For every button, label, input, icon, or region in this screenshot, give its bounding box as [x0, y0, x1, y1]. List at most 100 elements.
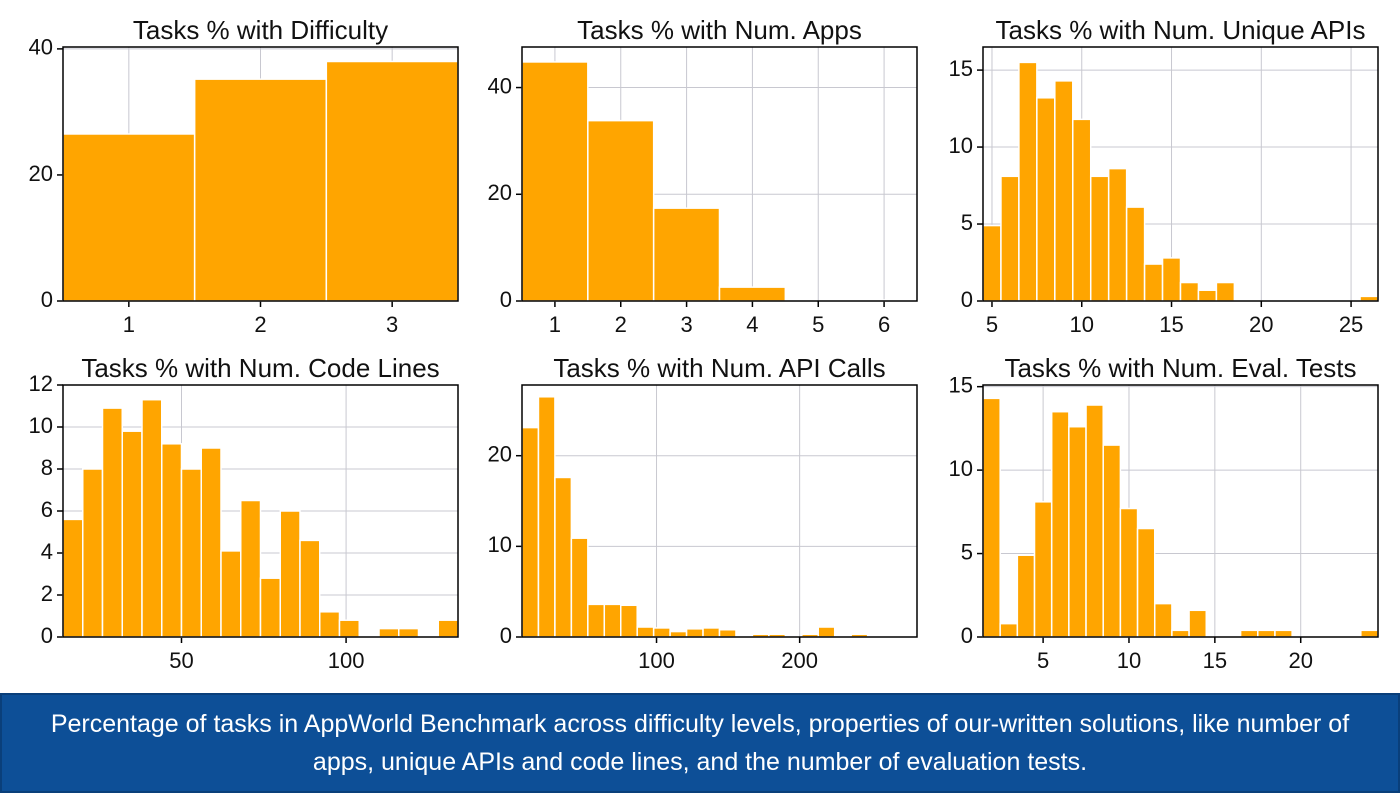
bar: [1000, 175, 1020, 302]
bar: [101, 407, 123, 638]
bar: [141, 398, 163, 638]
x-tick-label: 20: [1249, 312, 1273, 337]
bar: [1125, 206, 1146, 302]
bar: [702, 627, 721, 638]
y-tick-label: 40: [488, 73, 512, 98]
y-tick-label: 40: [29, 35, 53, 60]
bar: [1179, 281, 1200, 302]
subplot: Tasks % with Difficulty 1 2 3 0 20 40: [29, 15, 459, 337]
caption: Percentage of tasks in AppWorld Benchmar…: [50, 710, 1350, 776]
x-tick-label: 200: [781, 648, 818, 673]
bar: [1102, 444, 1122, 638]
chart-title: Tasks % with Num. Code Lines: [81, 353, 439, 383]
chart-title: Tasks % with Num. Unique APIs: [996, 15, 1366, 45]
y-tick-label: 0: [500, 623, 512, 648]
bar: [299, 539, 321, 638]
bar: [161, 443, 183, 638]
y-tick-label: 10: [488, 532, 512, 557]
bar: [1016, 554, 1036, 638]
x-tick-label: 3: [680, 312, 692, 337]
x-tick-label: 100: [328, 648, 365, 673]
x-tick-label: 6: [878, 312, 890, 337]
bar: [1360, 629, 1379, 638]
bar: [1119, 507, 1139, 638]
bar: [398, 627, 420, 638]
chart-title: Tasks % with Num. API Calls: [553, 353, 885, 383]
y-tick-label: 0: [41, 623, 53, 648]
bar: [220, 550, 242, 638]
bar: [1089, 175, 1110, 302]
bar: [1107, 167, 1128, 302]
axes-frame: [982, 384, 1379, 638]
x-tick-label: 20: [1288, 648, 1312, 673]
bar: [180, 468, 202, 638]
bar: [1072, 118, 1092, 302]
bar: [1143, 263, 1164, 302]
subplot: Tasks % with Num. API Calls 100 200 0 10 20: [488, 353, 918, 673]
x-tick-label: 5: [812, 312, 824, 337]
x-tick-label: 10: [1070, 312, 1094, 337]
caption-bar: Percentage of tasks in AppWorld Benchmar…: [0, 693, 1400, 793]
bar: [1188, 609, 1208, 638]
x-tick-label: 15: [1159, 312, 1183, 337]
x-tick-label: 15: [1203, 648, 1227, 673]
x-tick-label: 50: [169, 648, 193, 673]
bar: [669, 630, 688, 638]
bar: [1050, 410, 1070, 638]
bar: [121, 430, 143, 638]
axes-frame: [521, 384, 918, 638]
x-tick-label: 2: [254, 312, 266, 337]
bar: [1085, 404, 1104, 638]
bar: [193, 78, 328, 302]
y-tick-label: 5: [961, 210, 973, 235]
x-tick-label: 5: [986, 312, 998, 337]
bar: [259, 577, 281, 638]
subplot: Tasks % with Num. Code Lines 50 100 0 2 4 6 8 10…: [29, 353, 459, 673]
y-tick-label: 20: [488, 180, 512, 205]
bar: [1239, 629, 1259, 638]
x-tick-label: 5: [1037, 648, 1049, 673]
bar: [82, 468, 104, 638]
axes-frame: [521, 46, 918, 302]
y-tick-label: 20: [488, 442, 512, 467]
bar: [982, 397, 1001, 638]
bar: [982, 224, 1002, 302]
y-tick-label: 4: [41, 539, 53, 564]
y-tick-label: 12: [29, 371, 53, 396]
bar: [718, 628, 737, 638]
bar: [587, 119, 655, 302]
x-tick-label: 4: [746, 312, 758, 337]
y-tick-label: 10: [29, 413, 53, 438]
chart-title: Tasks % with Num. Eval. Tests: [1004, 353, 1356, 383]
y-tick-label: 20: [29, 161, 53, 186]
x-tick-label: 1: [123, 312, 135, 337]
x-tick-label: 10: [1117, 648, 1141, 673]
x-tick-label: 25: [1339, 312, 1363, 337]
y-tick-label: 0: [961, 623, 973, 648]
y-tick-label: 0: [41, 287, 53, 312]
bar: [587, 603, 606, 638]
bar: [62, 518, 84, 638]
bar: [999, 622, 1019, 638]
bar: [1161, 257, 1182, 302]
bar: [652, 207, 721, 302]
bar: [1018, 61, 1038, 302]
axes-frame: [62, 46, 459, 302]
bar: [1257, 629, 1276, 638]
bar: [817, 626, 836, 638]
bar: [1171, 629, 1190, 638]
bar: [338, 619, 360, 638]
bar: [636, 626, 655, 638]
bar: [325, 60, 459, 302]
bar: [620, 604, 638, 638]
bar: [521, 61, 589, 302]
bar: [537, 396, 556, 638]
subplot: Tasks % with Num. Eval. Tests 5 10 15 20 0 5 10…: [949, 353, 1379, 673]
y-tick-label: 5: [961, 539, 973, 564]
bar: [279, 510, 301, 638]
y-tick-label: 10: [949, 133, 973, 158]
bar: [718, 286, 787, 302]
bar: [685, 628, 704, 638]
bar: [319, 611, 341, 638]
